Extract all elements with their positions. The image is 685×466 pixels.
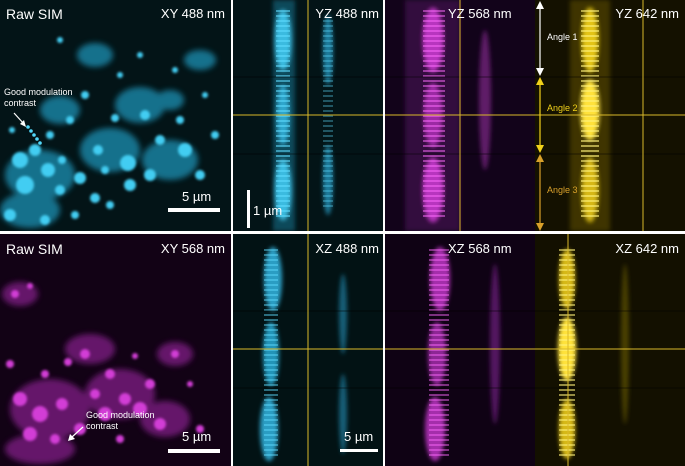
scalebar-vertical <box>247 190 250 228</box>
modulation-note-bottom: Good modulation contrast <box>86 410 155 431</box>
yz-642-label: YZ 642 nm <box>615 6 679 21</box>
modulation-arrow-bottom <box>68 426 84 441</box>
panel-xz-568-642: XZ 568 nm XZ 642 nm <box>385 234 685 466</box>
xz-488-label: XZ 488 nm <box>315 241 379 256</box>
panel-xy-568: Raw SIM XY 568 nm Good modulation contra… <box>0 234 231 466</box>
xy-488-image <box>0 0 231 231</box>
yz-488-image <box>233 0 383 231</box>
scalebar-xz <box>340 449 378 452</box>
raw-sim-label-bottom: Raw SIM <box>6 241 63 257</box>
angle-1-arrow <box>536 1 544 76</box>
xy-488-label: XY 488 nm <box>160 6 225 21</box>
angle-1-label: Angle 1 <box>547 32 578 42</box>
panel-yz-488: YZ 488 nm 1 µm <box>233 0 383 231</box>
scalebar-xy-bottom <box>168 449 220 453</box>
angle-2-label: Angle 2 <box>547 103 578 113</box>
xz-642-label: XZ 642 nm <box>615 241 679 256</box>
panel-yz-568-642: YZ 568 nm YZ 642 nm Angle 1 Angle 2 Angl… <box>385 0 685 231</box>
scalebar-label-vertical: 1 µm <box>253 203 283 218</box>
panel-xz-488: XZ 488 nm 5 µm <box>233 234 383 466</box>
angle-3-label: Angle 3 <box>547 185 578 195</box>
raw-sim-label: Raw SIM <box>6 6 63 22</box>
yz-488-label: YZ 488 nm <box>315 6 379 21</box>
scalebar-label-xz: 5 µm <box>344 429 374 444</box>
modulation-arrow <box>13 112 26 127</box>
panel-xy-488: Raw SIM XY 488 nm Good modulation contra… <box>0 0 231 231</box>
yz-568-label: YZ 568 nm <box>448 6 512 21</box>
angle-2-arrow <box>536 77 544 153</box>
xz-568-label: XZ 568 nm <box>448 241 512 256</box>
scalebar-label-xy-bottom: 5 µm <box>182 429 212 444</box>
modulation-note: Good modulation contrast <box>4 87 73 108</box>
scalebar-xy <box>168 208 220 212</box>
yz-568-642-image <box>385 0 685 231</box>
xz-488-image <box>233 234 383 466</box>
angle-3-arrow <box>536 154 544 231</box>
xy-568-label: XY 568 nm <box>160 241 225 256</box>
xz-568-642-image <box>385 234 685 466</box>
scalebar-label-xy: 5 µm <box>182 189 212 204</box>
xy-568-image <box>0 234 231 466</box>
